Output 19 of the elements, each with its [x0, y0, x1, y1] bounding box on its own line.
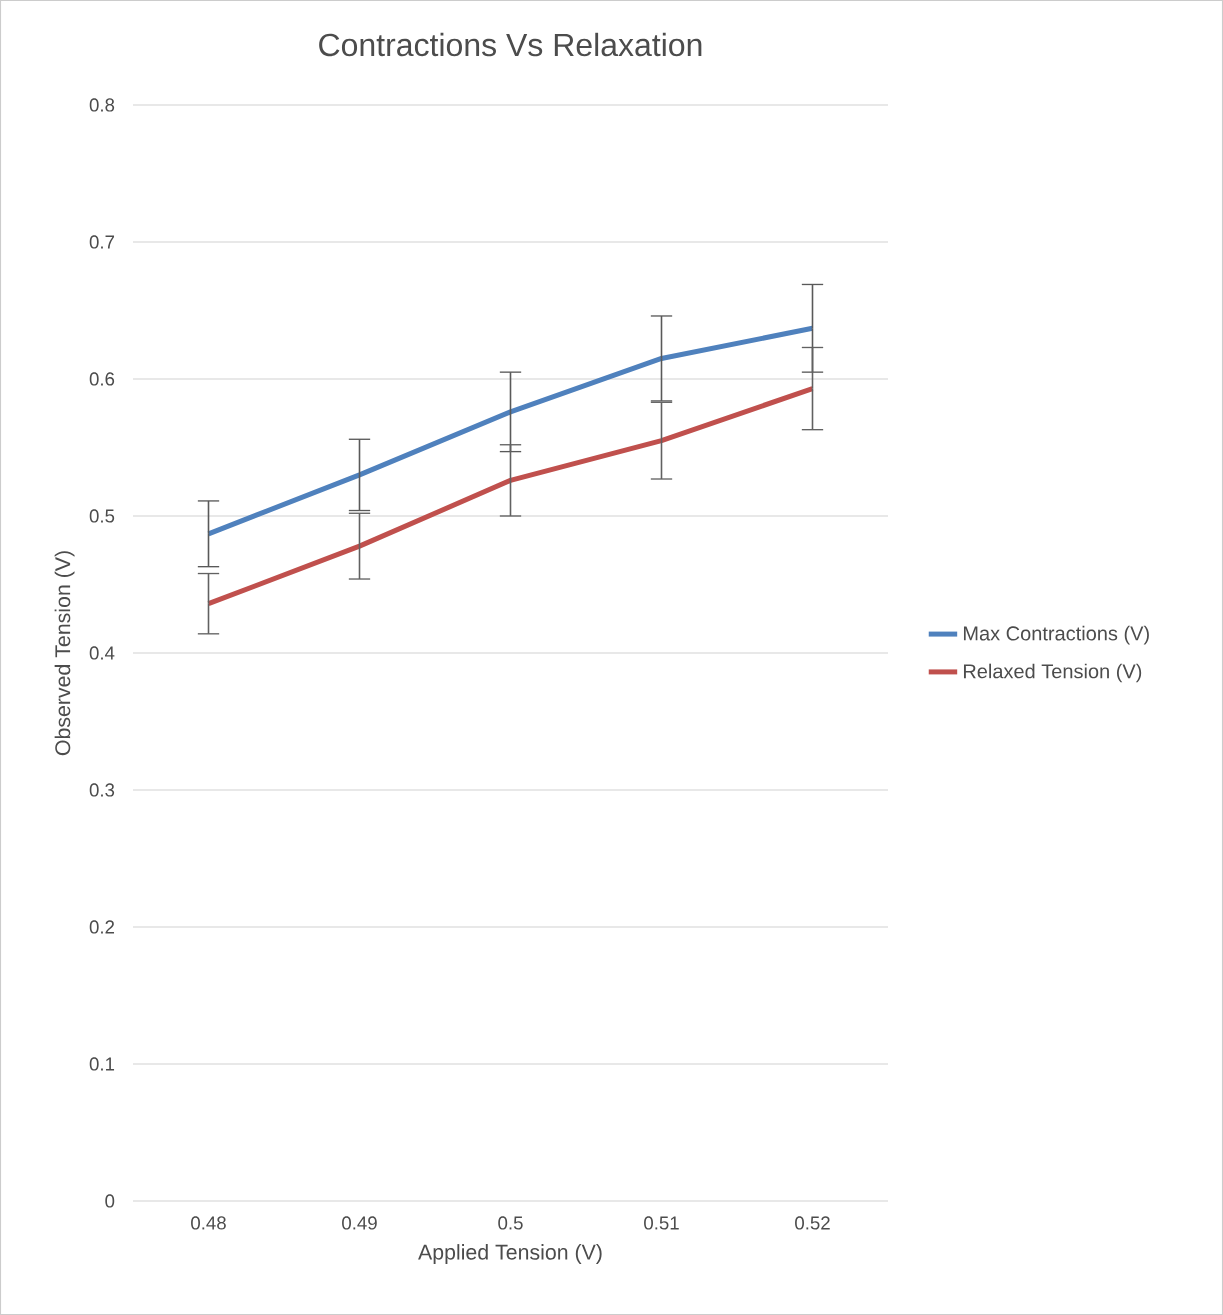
- y-axis-title: Observed Tension (V): [54, 551, 75, 756]
- x-tick-label: 0.5: [498, 1216, 523, 1230]
- y-tick-label: 0.5: [89, 509, 115, 523]
- chart-title: Contractions Vs Relaxation: [319, 32, 702, 57]
- legend-label: Relaxed Tension (V): [963, 663, 1142, 683]
- y-tick-label: 0.3: [89, 783, 115, 797]
- x-tick-label: 0.49: [342, 1216, 377, 1230]
- y-tick-label: 0.8: [89, 98, 115, 112]
- legend-label: Max Contractions (V): [963, 625, 1149, 645]
- y-tick-label: 0: [105, 1194, 115, 1208]
- y-tick-label: 0.7: [89, 235, 115, 249]
- x-tick-label: 0.52: [795, 1216, 830, 1230]
- x-axis-title: Applied Tension (V): [418, 1244, 602, 1264]
- y-tick-label: 0.1: [89, 1057, 115, 1071]
- x-tick-label: 0.48: [191, 1216, 226, 1230]
- y-tick-label: 0.4: [89, 646, 115, 660]
- x-tick-label: 0.51: [644, 1216, 679, 1230]
- y-tick-label: 0.2: [89, 920, 115, 934]
- y-tick-label: 0.6: [89, 372, 115, 386]
